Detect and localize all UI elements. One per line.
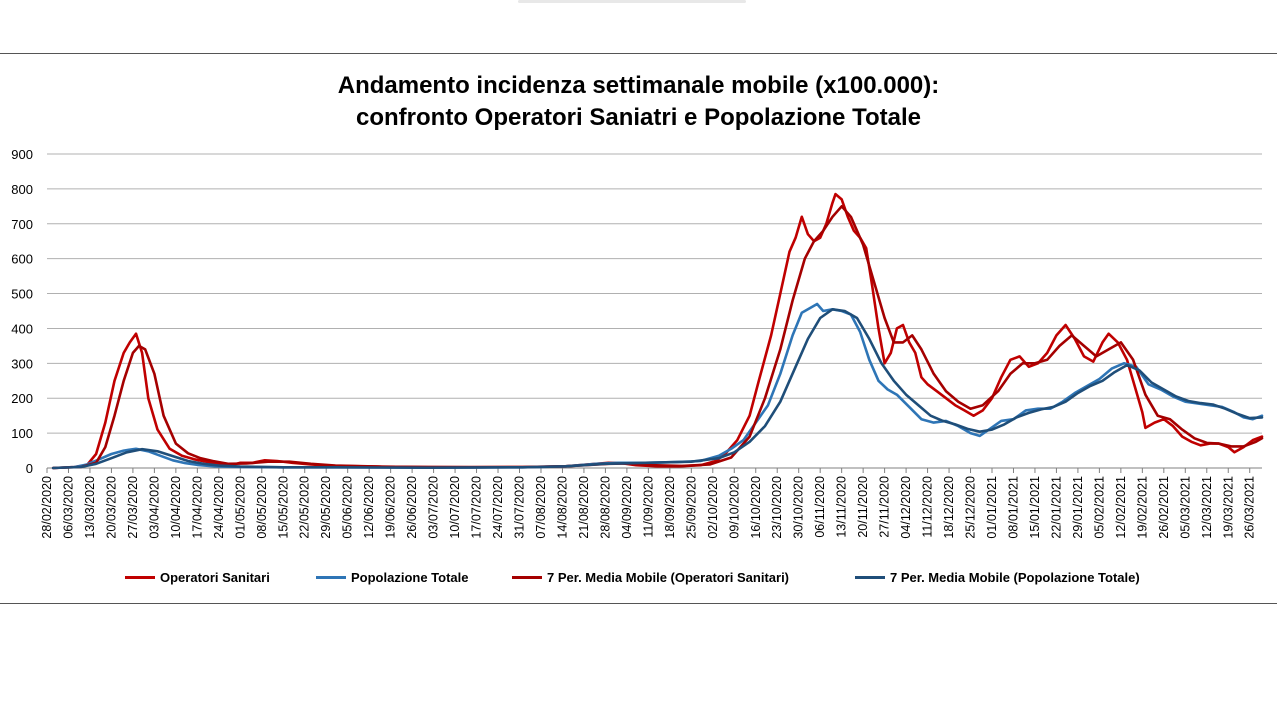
- x-axis: [46, 468, 1251, 473]
- x-tick-label: 26/03/2021: [1243, 476, 1257, 539]
- series-line-3: [51, 205, 1264, 470]
- x-tick-label: 29/01/2021: [1071, 476, 1085, 539]
- x-tick-label: 22/05/2020: [298, 476, 312, 539]
- x-tick-label: 28/02/2020: [40, 476, 54, 539]
- x-tick-label: 25/12/2020: [964, 476, 978, 539]
- legend-label: 7 Per. Media Mobile (Operatori Sanitari): [547, 570, 790, 585]
- x-tick-label: 17/07/2020: [470, 476, 484, 539]
- x-tick-label: 03/04/2020: [147, 476, 161, 539]
- x-tick-label: 24/07/2020: [491, 476, 505, 539]
- chart-title-block: Andamento incidenza settimanale mobile (…: [0, 70, 1277, 134]
- x-tick-label: 25/09/2020: [684, 476, 698, 539]
- window-top-handle: [518, 0, 746, 3]
- x-tick-label: 18/09/2020: [663, 476, 677, 539]
- x-tick-label: 19/02/2021: [1135, 476, 1149, 539]
- legend-item-4: 7 Per. Media Mobile (Popolazione Totale): [855, 570, 1140, 585]
- x-tick-label: 12/02/2021: [1114, 476, 1128, 539]
- x-tick-label: 14/08/2020: [555, 476, 569, 539]
- chart-frame: [0, 53, 1277, 604]
- chart-subtitle: confronto Operatori Saniatri e Popolazio…: [356, 104, 921, 131]
- x-tick-label: 30/10/2020: [792, 476, 806, 539]
- series-lines: [51, 192, 1264, 470]
- y-tick-label: 900: [11, 147, 33, 162]
- x-tick-label: 06/03/2020: [61, 476, 75, 539]
- x-tick-label: 16/10/2020: [749, 476, 763, 539]
- y-tick-label: 800: [11, 182, 33, 197]
- legend-label: 7 Per. Media Mobile (Popolazione Totale): [890, 570, 1140, 585]
- x-tick-label: 18/12/2020: [942, 476, 956, 539]
- y-tick-label: 700: [11, 217, 33, 232]
- grid-lines: [47, 153, 1262, 469]
- y-tick-label: 500: [11, 287, 33, 302]
- y-tick-label: 0: [26, 461, 33, 476]
- y-tick-label: 100: [11, 426, 33, 441]
- legend-swatch: [316, 576, 346, 579]
- y-tick-label: 200: [11, 391, 33, 406]
- x-tick-label: 10/07/2020: [448, 476, 462, 539]
- x-tick-label: 19/06/2020: [384, 476, 398, 539]
- x-tick-label: 26/02/2021: [1157, 476, 1171, 539]
- chart-title: Andamento incidenza settimanale mobile (…: [337, 72, 940, 99]
- x-tick-label: 04/12/2020: [899, 476, 913, 539]
- x-tick-label: 06/11/2020: [813, 476, 827, 538]
- x-tick-label: 09/10/2020: [727, 476, 741, 539]
- x-tick-label: 08/01/2021: [1006, 476, 1020, 539]
- legend-swatch: [512, 576, 542, 579]
- x-tick-label: 12/06/2020: [362, 476, 376, 539]
- x-tick-label: 08/05/2020: [255, 476, 269, 539]
- x-tick-label: 28/08/2020: [598, 476, 612, 539]
- x-tick-label: 20/11/2020: [856, 476, 870, 538]
- x-tick-label: 07/08/2020: [534, 476, 548, 539]
- x-tick-label: 11/12/2020: [921, 476, 935, 538]
- chart-legend: Operatori Sanitari Popolazione Totale 7 Pe…: [0, 570, 1277, 590]
- series-line-1: [51, 192, 1264, 470]
- x-tick-label: 05/06/2020: [341, 476, 355, 539]
- x-axis-tick-labels: 28/02/2020 06/03/2020 13/03/2020 20/03/2020…: [40, 476, 1257, 539]
- x-tick-label: 29/05/2020: [319, 476, 333, 539]
- legend-swatch: [855, 576, 885, 579]
- x-tick-label: 13/03/2020: [83, 476, 97, 539]
- x-tick-label: 05/03/2021: [1178, 476, 1192, 539]
- x-tick-label: 26/06/2020: [405, 476, 419, 539]
- legend-swatch: [125, 576, 155, 579]
- x-tick-label: 31/07/2020: [513, 476, 527, 539]
- x-tick-label: 21/08/2020: [577, 476, 591, 539]
- x-tick-label: 12/03/2021: [1200, 476, 1214, 539]
- x-tick-label: 05/02/2021: [1092, 476, 1106, 539]
- y-tick-label: 400: [11, 321, 33, 336]
- x-tick-label: 19/03/2021: [1221, 476, 1235, 539]
- x-tick-label: 17/04/2020: [190, 476, 204, 539]
- x-tick-label: 10/04/2020: [169, 476, 183, 539]
- x-tick-label: 24/04/2020: [212, 476, 226, 539]
- x-tick-label: 15/05/2020: [276, 476, 290, 539]
- legend-label: Operatori Sanitari: [160, 570, 270, 585]
- x-tick-label: 03/07/2020: [427, 476, 441, 539]
- series-line-4: [51, 308, 1264, 470]
- x-tick-label: 02/10/2020: [706, 476, 720, 539]
- x-tick-label: 22/01/2021: [1049, 476, 1063, 539]
- x-tick-label: 27/11/2020: [878, 476, 892, 538]
- y-tick-label: 600: [11, 252, 33, 267]
- x-tick-label: 04/09/2020: [620, 476, 634, 539]
- y-axis-tick-labels: 0 100 200 300 400 500 600 700 800 900: [11, 147, 33, 476]
- legend-label: Popolazione Totale: [351, 570, 469, 585]
- legend-item-3: 7 Per. Media Mobile (Operatori Sanitari): [512, 570, 789, 585]
- x-tick-label: 15/01/2021: [1028, 476, 1042, 539]
- x-tick-label: 11/09/2020: [641, 476, 655, 538]
- x-tick-label: 27/03/2020: [126, 476, 140, 539]
- x-tick-label: 01/05/2020: [233, 476, 247, 539]
- y-tick-label: 300: [11, 356, 33, 371]
- legend-item-2: Popolazione Totale: [316, 570, 469, 585]
- legend-item-1: Operatori Sanitari: [125, 570, 270, 585]
- x-tick-label: 20/03/2020: [104, 476, 118, 539]
- x-tick-label: 01/01/2021: [985, 476, 999, 539]
- x-tick-label: 13/11/2020: [835, 476, 849, 538]
- x-tick-label: 23/10/2020: [770, 476, 784, 539]
